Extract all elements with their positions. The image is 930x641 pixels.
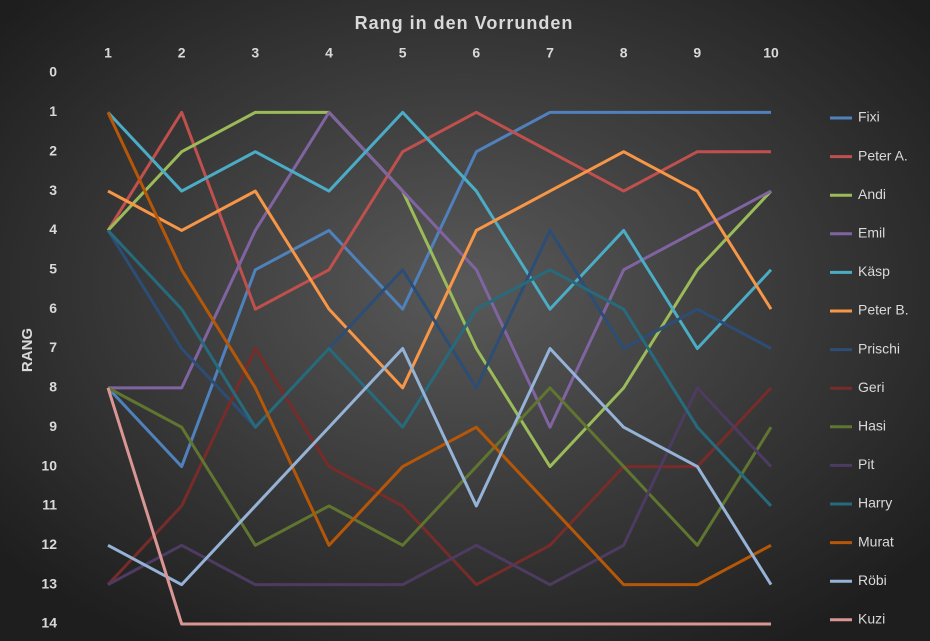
x-tick-label: 1	[104, 45, 112, 61]
y-tick-label: 10	[41, 457, 57, 473]
legend-label: Kuzi	[858, 611, 885, 627]
x-tick-label: 9	[693, 45, 701, 61]
x-tick-label: 3	[251, 45, 259, 61]
y-axis-label: RANG	[19, 328, 36, 372]
legend-label: Murat	[858, 533, 894, 549]
legend-label: Harry	[858, 495, 892, 511]
series-line	[106, 229, 773, 507]
y-tick-label: 12	[41, 536, 57, 552]
y-tick-label: 4	[49, 221, 57, 237]
y-tick-label: 7	[49, 339, 57, 355]
y-tick-label: 3	[49, 182, 57, 198]
y-tick-label: 1	[49, 103, 57, 119]
x-tick-label: 6	[472, 45, 480, 61]
y-tick-label: 11	[42, 497, 57, 513]
legend-label: Prischi	[858, 340, 900, 356]
series-line	[107, 386, 773, 587]
series-line	[107, 386, 773, 547]
y-tick-label: 8	[49, 379, 57, 395]
legend-label: Hasi	[858, 418, 886, 434]
series-line	[106, 110, 773, 350]
legend-label: Käsp	[858, 263, 890, 279]
series-line	[106, 228, 772, 429]
series-line	[107, 347, 773, 587]
legend-label: Peter A.	[858, 147, 908, 163]
x-tick-label: 2	[178, 45, 186, 61]
y-tick-label: 14	[41, 615, 57, 631]
x-tick-label: 5	[399, 45, 407, 61]
y-tick-label: 9	[49, 418, 57, 434]
series-line	[106, 387, 771, 626]
series-line	[108, 110, 772, 429]
y-tick-label: 2	[49, 142, 57, 158]
x-tick-label: 8	[620, 45, 628, 61]
legend-label: Geri	[858, 379, 884, 395]
chart-title: Rang in den Vorrunden	[355, 13, 574, 33]
legend-label: Röbi	[858, 572, 887, 588]
legend-label: Emil	[858, 225, 885, 241]
legend-label: Peter B.	[858, 302, 909, 318]
legend-label: Fixi	[858, 109, 880, 125]
y-tick-label: 0	[49, 64, 57, 80]
series-line	[106, 111, 772, 587]
y-tick-label: 5	[49, 260, 57, 276]
x-tick-label: 10	[763, 45, 779, 61]
series-line	[107, 150, 773, 390]
y-tick-label: 13	[41, 575, 57, 591]
y-tick-label: 6	[49, 300, 57, 316]
legend-label: Andi	[858, 186, 886, 202]
legend-label: Pit	[858, 456, 874, 472]
x-tick-label: 7	[546, 45, 554, 61]
x-tick-label: 4	[325, 45, 333, 61]
